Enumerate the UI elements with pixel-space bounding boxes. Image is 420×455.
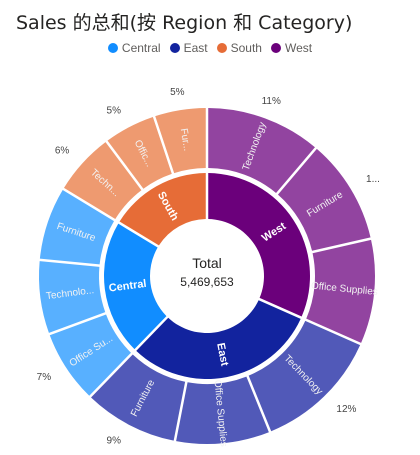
legend-item-west[interactable]: West: [270, 40, 313, 56]
legend-swatch-south: [216, 43, 227, 53]
legend-label-south: South: [230, 41, 262, 55]
percent-label-south-technology: 6%: [55, 145, 70, 156]
category-segment-central-technology[interactable]: [38, 261, 106, 333]
percent-label-central-office-supplies: 7%: [37, 372, 52, 383]
category-segment-east-furniture[interactable]: [91, 354, 186, 441]
category-segment-south-furniture[interactable]: [155, 108, 206, 174]
category-segment-south-technology[interactable]: [63, 142, 142, 219]
legend-swatch-west: [270, 43, 281, 53]
category-segment-west-office-supplies[interactable]: [306, 239, 375, 343]
center-total-title: Total: [192, 255, 222, 271]
category-segment-central-office-supplies[interactable]: [49, 314, 131, 396]
legend-item-central[interactable]: Central: [107, 40, 161, 56]
category-segment-east-office-supplies[interactable]: [176, 376, 269, 445]
percent-label-east-technology: 12%: [336, 404, 356, 415]
center-total-value: 5,469,653: [180, 275, 234, 289]
category-segment-east-technology[interactable]: [248, 320, 361, 432]
category-segment-west-technology[interactable]: [208, 108, 315, 193]
category-segment-south-office-supplies[interactable]: [107, 116, 172, 189]
percent-label-west-technology: 11%: [262, 96, 281, 107]
sunburst-rings: [38, 108, 375, 445]
percent-label-east-furniture: 9%: [107, 435, 122, 446]
region-segment-west[interactable]: [208, 173, 310, 317]
region-segment-south[interactable]: [119, 173, 206, 246]
legend-label-central: Central: [121, 41, 161, 55]
legend-label-west: West: [284, 41, 313, 55]
region-label-east: East: [214, 342, 230, 367]
chart-title: Sales 的总和(按 Region 和 Category): [16, 12, 353, 34]
region-label-central: Central: [108, 278, 147, 295]
category-label-south-furniture: Fur...: [178, 128, 192, 152]
percent-label-south-office-supplies: 5%: [107, 106, 122, 117]
region-segment-east[interactable]: [136, 300, 301, 379]
category-segment-west-furniture[interactable]: [277, 148, 371, 251]
legend-swatch-east: [169, 43, 180, 53]
legend-item-south[interactable]: South: [216, 40, 262, 56]
region-segment-central[interactable]: [104, 223, 167, 350]
percent-label-south-furniture: 5%: [170, 87, 185, 98]
category-segment-central-furniture[interactable]: [39, 189, 114, 265]
legend: Central East South West: [0, 40, 420, 56]
legend-item-east[interactable]: East: [169, 40, 208, 56]
percent-label-west-furniture: 1...: [366, 174, 380, 185]
legend-swatch-central: [107, 43, 118, 53]
legend-label-east: East: [183, 41, 208, 55]
